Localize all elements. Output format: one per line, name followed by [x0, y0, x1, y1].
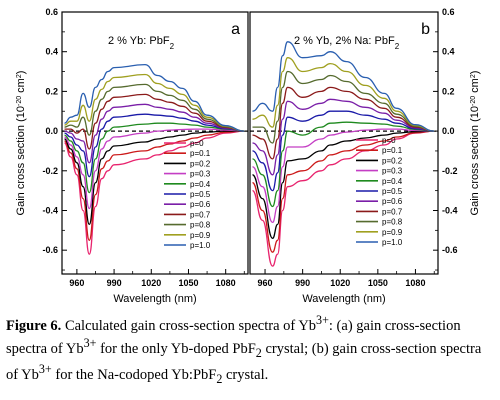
x-tick-label: 960 — [258, 278, 273, 288]
caption-lead: Figure 6. — [6, 317, 62, 334]
y-tick-label: -0.4 — [42, 205, 58, 215]
legend-label: p=0.6 — [382, 197, 403, 206]
y-tick-label: 0.6 — [442, 7, 455, 17]
y-tick-label: -0.2 — [442, 166, 458, 176]
x-axis-label: Wavelength (nm) — [113, 293, 196, 305]
series-line-p-1.0 — [252, 41, 435, 132]
panel-a: 960 990 1020 1050 1080 -0.6 -0.4 -0.2 0.0 0.2 0.4 0… — [15, 7, 249, 305]
legend-label: p=0.4 — [190, 180, 211, 189]
series-line-p-1.0 — [64, 63, 245, 132]
x-tick-label: 1080 — [216, 278, 236, 288]
series-line-p-0.1 — [64, 130, 245, 241]
y-tick-label: -0.6 — [42, 245, 58, 255]
legend-label: p=0.2 — [190, 159, 211, 168]
legend-label: p=0.8 — [382, 218, 403, 227]
panel-letter: b — [421, 21, 430, 38]
series-line-p-0 — [64, 130, 245, 255]
x-tick-label: 990 — [295, 278, 310, 288]
y-axis-label: Gain cross section (10-20 cm2) — [15, 71, 27, 216]
y-tick-label: -0.6 — [442, 245, 458, 255]
series-line-p-0.3 — [64, 128, 245, 210]
legend-label: p=0 — [382, 136, 396, 145]
legend-label: p=1.0 — [190, 241, 211, 250]
y-tick-label: 0.2 — [442, 86, 455, 96]
legend-label: p=0.6 — [190, 200, 211, 209]
x-tick-label: 990 — [107, 278, 122, 288]
series-line-p-0.6 — [252, 98, 435, 176]
legend-label: p=0 — [190, 139, 204, 148]
series-line-p-0.9 — [252, 57, 435, 132]
panel-title: 2 % Yb, 2% Na: PbF2 — [294, 35, 400, 51]
series-line-p-0 — [251, 130, 435, 267]
y-axis-label: Gain cross section (10-20 cm2) — [469, 71, 481, 216]
legend-label: p=0.5 — [190, 190, 211, 199]
x-tick-label: 1080 — [405, 278, 425, 288]
y-tick-label: 0.0 — [442, 126, 455, 136]
legend-label: p=0.9 — [382, 228, 403, 237]
series-line-p-0.5 — [252, 110, 435, 192]
x-tick-label: 1020 — [141, 278, 161, 288]
x-tick-label: 1050 — [178, 278, 198, 288]
x-axis-label: Wavelength (nm) — [302, 293, 385, 305]
legend: p=0p=0.1p=0.2 p=0.3p=0.4p=0.5p=0.6p=0.7 p=… — [164, 139, 211, 250]
figure-caption: Figure 6. Calculated gain cross-section … — [6, 312, 494, 388]
x-tick-label: 960 — [69, 278, 84, 288]
legend-label: p=0.7 — [190, 210, 211, 219]
legend-label: p=0.2 — [382, 156, 403, 165]
caption-text: Calculated gain cross-section spectra of… — [6, 313, 482, 387]
panel-letter: a — [231, 21, 240, 38]
series-line-p-0.9 — [64, 73, 245, 132]
y-tick-label: 0.6 — [45, 7, 58, 17]
legend-label: p=0.1 — [382, 146, 403, 155]
series-line-p-0.5 — [64, 113, 245, 178]
y-tick-label: 0.0 — [45, 126, 58, 136]
legend: p=0p=0.1p=0.2 p=0.3p=0.4p=0.5p=0.6p=0.7 p=… — [356, 136, 403, 247]
figure-6-chart: 960 990 1020 1050 1080 -0.6 -0.4 -0.2 0.0 0.2 0.4 0… — [15, 7, 481, 305]
plot-frame — [61, 11, 249, 275]
y-tick-label: 0.4 — [45, 47, 58, 57]
series-line-p-0.1 — [252, 130, 435, 253]
panel-title: 2 % Yb: PbF2 — [108, 35, 175, 51]
legend-label: p=0.3 — [190, 170, 211, 179]
series-line-p-0.6 — [64, 103, 245, 164]
legend-label: p=1.0 — [382, 238, 403, 247]
series-line-p-0.2 — [64, 130, 245, 226]
legend-label: p=0.1 — [190, 149, 211, 158]
series-line-p-0.7 — [64, 93, 245, 150]
legend-label: p=0.9 — [190, 231, 211, 240]
legend-label: p=0.4 — [382, 177, 403, 186]
plot-frame — [249, 11, 439, 275]
series-line-p-0.4 — [252, 121, 435, 208]
series-line-p-0.2 — [252, 130, 435, 239]
legend-label: p=0.8 — [190, 221, 211, 230]
panel-b: 960 990 1020 1050 1080 -0.6 -0.4 -0.2 0.0 0.2 0.4 0… — [249, 7, 481, 305]
legend-label: p=0.3 — [382, 167, 403, 176]
series-line-p-0.7 — [252, 86, 435, 160]
series-line-p-0.8 — [64, 83, 245, 136]
y-tick-label: 0.4 — [442, 47, 455, 57]
series-line-p-0.3 — [252, 128, 435, 224]
series-line-p-0.4 — [64, 122, 245, 194]
y-tick-label: 0.2 — [45, 86, 58, 96]
x-tick-label: 1020 — [330, 278, 350, 288]
series-line-p-0.8 — [252, 70, 435, 144]
y-tick-label: -0.4 — [442, 205, 458, 215]
y-tick-label: -0.2 — [42, 166, 58, 176]
legend-label: p=0.7 — [382, 207, 403, 216]
legend-label: p=0.5 — [382, 187, 403, 196]
x-tick-label: 1050 — [368, 278, 388, 288]
